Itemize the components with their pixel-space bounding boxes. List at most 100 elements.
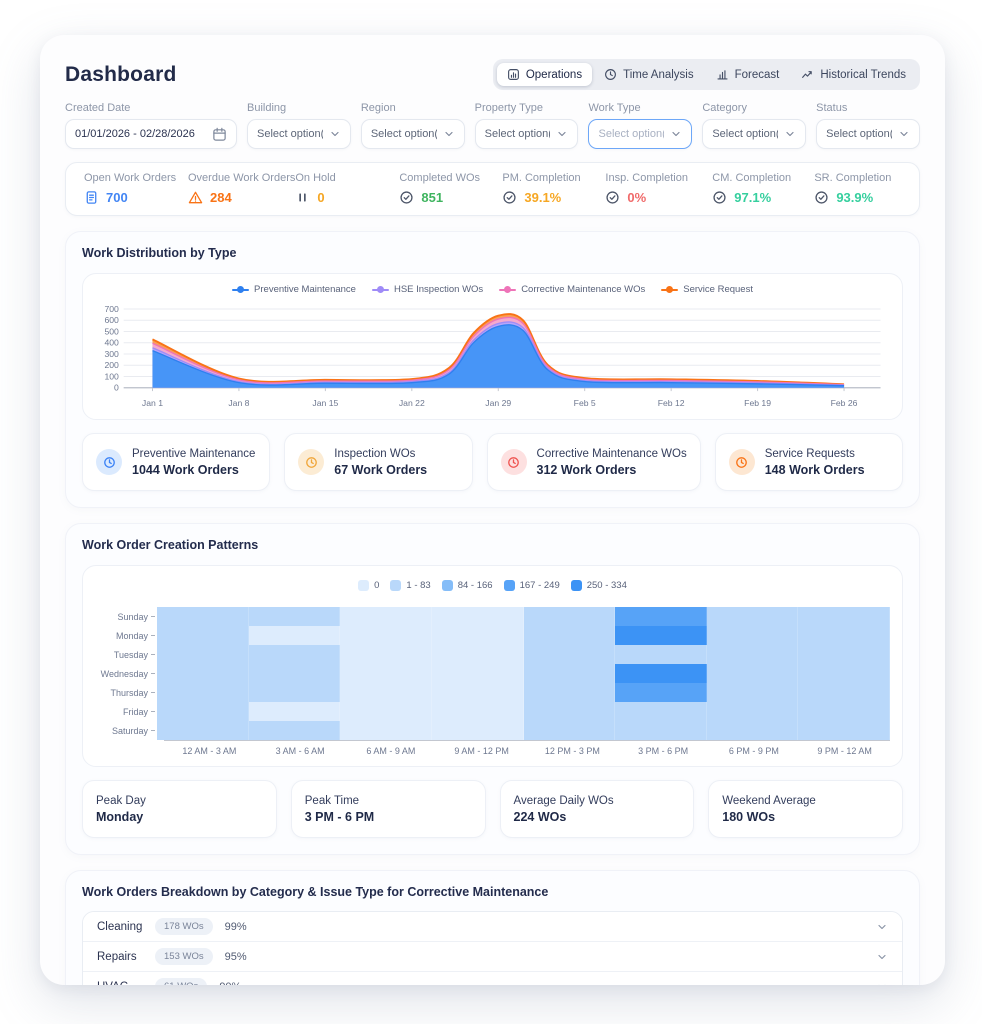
heatmap-cell-sunday-8[interactable] (798, 607, 890, 626)
heatmap-cell-thursday-3[interactable] (340, 683, 432, 702)
heatmap-cell-monday-4[interactable] (431, 626, 524, 645)
heatmap-cell-monday-1[interactable] (157, 626, 249, 645)
heatmap-cell-friday-4[interactable] (431, 702, 524, 721)
chevron-down-icon[interactable] (876, 981, 888, 985)
filter-select-category[interactable]: Select option(s) (702, 119, 807, 149)
section-creation-patterns: Work Order Creation Patterns 0 1 - 83 84 -… (65, 523, 920, 855)
chevron-down-icon[interactable] (876, 921, 888, 933)
heatmap-cell-thursday-1[interactable] (157, 683, 249, 702)
heatmap-cell-wednesday-6[interactable] (615, 664, 707, 683)
heatmap-cell-saturday-8[interactable] (798, 721, 890, 740)
heatmap-cell-saturday-3[interactable] (340, 721, 432, 740)
heatmap-x-label: 12 PM - 3 PM (544, 746, 600, 756)
heatmap-cell-tuesday-3[interactable] (340, 645, 432, 664)
check-circle-icon (605, 190, 620, 205)
heatmap-cell-sunday-2[interactable] (248, 607, 341, 626)
heatmap-cell-saturday-5[interactable] (523, 721, 616, 740)
chevron-down-icon (670, 128, 682, 140)
heatmap-cell-wednesday-8[interactable] (798, 664, 890, 683)
tab-historical-trends[interactable]: Historical Trends (791, 63, 916, 86)
heatmap-cell-thursday-5[interactable] (523, 683, 616, 702)
legend-item-hse-inspection-wos[interactable]: HSE Inspection WOs (371, 284, 483, 295)
heatmap-cell-wednesday-3[interactable] (340, 664, 432, 683)
heatmap-cell-monday-3[interactable] (340, 626, 432, 645)
heatmap-cell-saturday-7[interactable] (706, 721, 799, 740)
heatmap-cell-thursday-7[interactable] (706, 683, 799, 702)
heatmap-cell-wednesday-7[interactable] (706, 664, 799, 683)
breakdown-row-cleaning[interactable]: Cleaning 178 WOs 99% (83, 912, 902, 942)
filter-select-property-type[interactable]: Select option(s) (474, 119, 579, 149)
heatmap-row-tick (151, 635, 155, 636)
stat-card-text: Weekend Average 180 WOs (722, 795, 816, 824)
heatmap-cell-tuesday-2[interactable] (248, 645, 341, 664)
heatmap-cell-monday-7[interactable] (706, 626, 799, 645)
heatmap-cell-tuesday-4[interactable] (431, 645, 524, 664)
heatmap-cell-sunday-1[interactable] (157, 607, 249, 626)
heatmap-cell-saturday-2[interactable] (248, 721, 341, 740)
heatmap-cell-sunday-6[interactable] (615, 607, 707, 626)
filter-select-status[interactable]: Select option(s) (816, 119, 920, 149)
heatmap-cell-friday-3[interactable] (340, 702, 432, 721)
heatmap-x-label: 9 AM - 12 PM (454, 746, 509, 756)
breakdown-row-repairs[interactable]: Repairs 153 WOs 95% (83, 942, 902, 972)
heatmap-cell-saturday-1[interactable] (157, 721, 249, 740)
heatmap-cell-tuesday-6[interactable] (615, 645, 707, 664)
tab-forecast[interactable]: Forecast (706, 63, 790, 86)
heatmap-legend-swatch (570, 580, 582, 591)
heatmap-cell-wednesday-2[interactable] (248, 664, 341, 683)
filter-select-work-type[interactable]: Select option(s) (588, 119, 693, 149)
date-range-input[interactable]: 01/01/2026 - 02/28/2026 (65, 119, 237, 149)
heatmap-cell-thursday-4[interactable] (431, 683, 524, 702)
breakdown-row-hvac[interactable]: HVAC 61 WOs 90% (83, 972, 902, 985)
legend-item-preventive-maintenance[interactable]: Preventive Maintenance (232, 284, 356, 295)
legend-item-corrective-maintenance-wos[interactable]: Corrective Maintenance WOs (499, 284, 645, 295)
heatmap-cell-tuesday-5[interactable] (523, 645, 616, 664)
heatmap-cell-sunday-3[interactable] (340, 607, 432, 626)
heatmap-cell-sunday-7[interactable] (706, 607, 799, 626)
heatmap-cell-friday-6[interactable] (615, 702, 707, 721)
heatmap-cell-saturday-6[interactable] (615, 721, 707, 740)
kpi-label: Overdue Work Orders (187, 172, 296, 184)
heatmap-cell-friday-2[interactable] (248, 702, 341, 721)
heatmap-cell-tuesday-1[interactable] (157, 645, 249, 664)
heatmap-cell-friday-7[interactable] (706, 702, 799, 721)
check-circle-icon (502, 190, 517, 205)
kpi-cm-completion: CM. Completion 97.1% (712, 172, 814, 205)
heatmap-cell-friday-8[interactable] (798, 702, 890, 721)
heatmap-cell-monday-6[interactable] (615, 626, 707, 645)
kpi-label: CM. Completion (712, 172, 792, 184)
heatmap-cell-friday-1[interactable] (157, 702, 249, 721)
heatmap-cell-wednesday-1[interactable] (157, 664, 249, 683)
heatmap-cell-sunday-5[interactable] (523, 607, 616, 626)
stat-card-value: 312 Work Orders (536, 462, 637, 477)
heatmap-cell-thursday-8[interactable] (798, 683, 890, 702)
heatmap-cell-tuesday-8[interactable] (798, 645, 890, 664)
heatmap-cell-monday-5[interactable] (523, 626, 616, 645)
legend-dot (666, 286, 674, 293)
heatmap-x-labels: 12 AM - 3 AM 3 AM - 6 AM 6 AM - 9 AM 9 AM -… (95, 741, 890, 756)
heatmap-row-friday: Friday (95, 702, 890, 721)
kpi-label: On Hold (295, 172, 336, 184)
tab-operations[interactable]: Operations (496, 63, 593, 86)
filter-select-region[interactable]: Select option(s) (360, 119, 465, 149)
heatmap-cell-wednesday-5[interactable] (523, 664, 616, 683)
filter-select-building[interactable]: Select option(s) (247, 119, 351, 149)
tab-time-analysis[interactable]: Time Analysis (594, 63, 704, 86)
heatmap-cell-monday-8[interactable] (798, 626, 890, 645)
heatmap-cell-sunday-4[interactable] (431, 607, 524, 626)
heatmap-cell-tuesday-7[interactable] (706, 645, 799, 664)
heatmap-cell-saturday-4[interactable] (431, 721, 524, 740)
heatmap-cell-thursday-6[interactable] (615, 683, 707, 702)
filter-label: Region (360, 102, 396, 114)
chevron-down-icon[interactable] (876, 951, 888, 963)
heatmap-legend-label: 84 - 166 (457, 580, 493, 591)
heatmap-cell-monday-2[interactable] (248, 626, 341, 645)
heatmap-legend-item: 1 - 83 (390, 580, 431, 591)
heatmap-cell-friday-5[interactable] (523, 702, 616, 721)
heatmap-cell-thursday-2[interactable] (248, 683, 341, 702)
filter-value: Select option(s) (370, 128, 437, 140)
heatmap-cell-wednesday-4[interactable] (431, 664, 524, 683)
heatmap-day-label: Friday (95, 702, 157, 721)
legend-item-service-request[interactable]: Service Request (661, 284, 753, 295)
